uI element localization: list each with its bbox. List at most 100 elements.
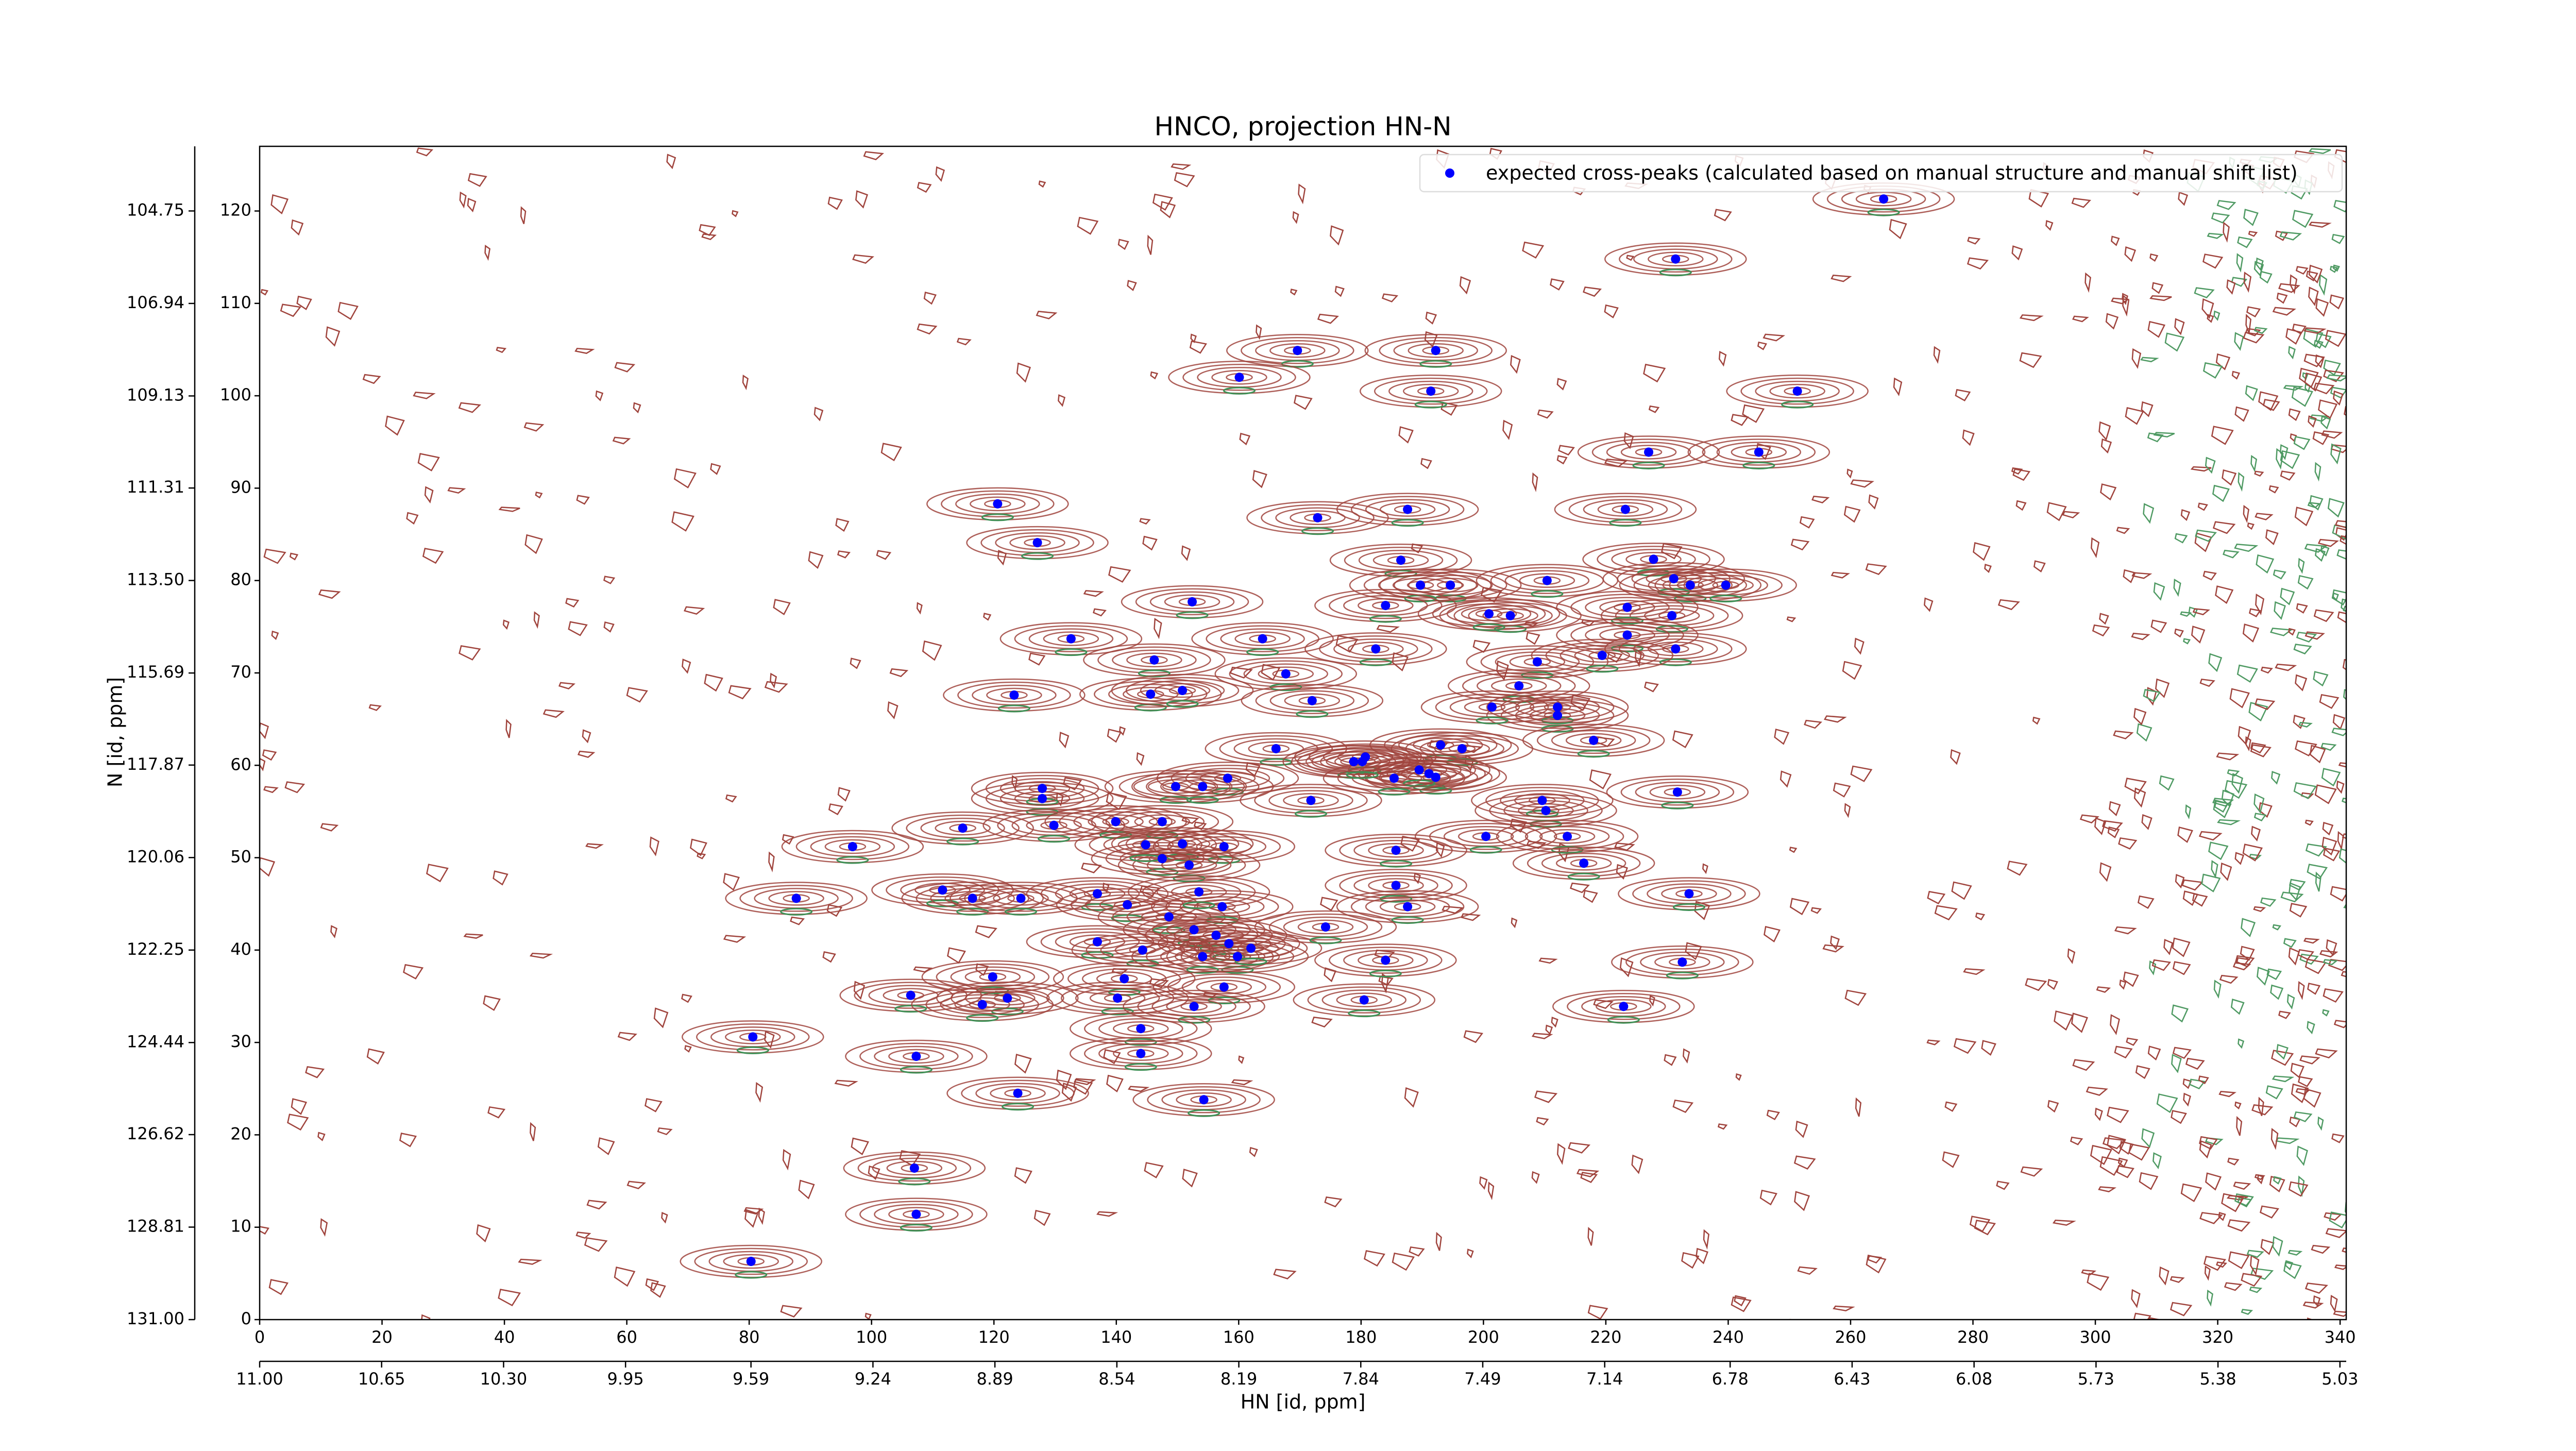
noise-contour (649, 836, 659, 856)
noise-contour (1556, 1143, 1566, 1165)
x-tick-label: 220 (1590, 1327, 1621, 1347)
cross-peak (1123, 900, 1132, 909)
cross-peak (1514, 681, 1524, 691)
noise-contour (1435, 1231, 1442, 1251)
peak-contour (1142, 878, 1256, 906)
noise-contour (2295, 674, 2308, 691)
noise-contour (2183, 1092, 2191, 1107)
noise-contour (2099, 613, 2109, 625)
noise-contour (2290, 433, 2297, 442)
noise-contour (1780, 770, 1792, 788)
noise-contour (2231, 773, 2243, 794)
noise-contour (586, 1200, 607, 1210)
noise-contour (320, 823, 339, 832)
noise-contour (1731, 414, 1749, 426)
cross-peak (1721, 580, 1731, 590)
noise-contour (2047, 1100, 2059, 1113)
peak-contour (1620, 445, 1677, 460)
noise-contour (1735, 1073, 1742, 1081)
x-tick-label: 320 (2202, 1327, 2233, 1347)
cross-peak (1553, 711, 1563, 720)
peak-contour (1867, 208, 1900, 216)
noise-contour (2247, 522, 2255, 530)
peak-contour (1261, 504, 1375, 532)
peak-contour (1301, 527, 1334, 535)
noise-contour (2251, 1104, 2274, 1116)
noise-contour (2235, 955, 2255, 968)
noise-contour (2231, 370, 2241, 380)
noise-contour (2254, 1174, 2265, 1180)
noise-contour (459, 645, 481, 661)
noise-contour (1607, 651, 1623, 663)
noise-contour (2153, 1152, 2162, 1170)
noise-contour (1106, 1074, 1124, 1093)
noise-contour (2245, 736, 2251, 752)
noise-contour (2094, 1107, 2103, 1121)
peak-contour (1368, 842, 1424, 858)
noise-contour (584, 1237, 608, 1252)
noise-contour (1127, 280, 1137, 292)
y-tick-label: 70 (230, 662, 251, 682)
noise-contour (2265, 529, 2279, 546)
x-tick-label: 260 (1835, 1327, 1866, 1347)
noise-contour (975, 925, 997, 938)
noise-contour (2201, 298, 2214, 319)
noise-contour (1854, 637, 1865, 655)
noise-contour (956, 338, 972, 346)
noise-contour (2242, 623, 2260, 643)
noise-contour (1833, 1305, 1855, 1311)
peak-contour (1669, 571, 1783, 599)
noise-contour (2107, 1106, 2129, 1123)
noise-contour (260, 757, 266, 771)
noise-contour (1526, 632, 1540, 645)
noise-contour (2309, 495, 2324, 511)
noise-contour (2170, 1276, 2185, 1283)
cross-peak (1358, 757, 1367, 767)
x-tick-label: 180 (1345, 1327, 1377, 1347)
peak-contour (990, 1086, 1046, 1101)
noise-contour (2256, 554, 2275, 574)
noise-contour (1683, 1048, 1690, 1064)
noise-contour (1672, 1099, 1694, 1113)
peak-contour (1434, 741, 1490, 756)
noise-contour (2201, 873, 2221, 892)
noise-contour (421, 1314, 431, 1320)
noise-contour (2199, 1140, 2212, 1159)
peak-contour (993, 891, 1049, 906)
noise-contour (1381, 293, 1399, 302)
noise-contour (2185, 1057, 2205, 1070)
peak-contour (1126, 652, 1182, 668)
peak-contour (1469, 846, 1502, 854)
peak-contour (1464, 700, 1520, 715)
peak-contour (1649, 784, 1706, 800)
noise-contour (2147, 1045, 2161, 1061)
noise-contour (1249, 1146, 1258, 1157)
noise-contour (2287, 1250, 2303, 1256)
noise-contour (2175, 873, 2185, 889)
peak-contour (1597, 546, 1710, 573)
noise-contour (2304, 819, 2314, 826)
noise-contour (653, 1007, 669, 1028)
cross-peak (1149, 655, 1159, 665)
cross-peak (1111, 817, 1121, 826)
peak-contour (997, 704, 1030, 713)
cross-peak (1381, 601, 1391, 611)
cross-peak (1157, 854, 1167, 864)
noise-contour (2172, 937, 2191, 957)
noise-contour (2322, 1009, 2330, 1017)
noise-contour (2224, 780, 2248, 799)
x2-tick-label: 11.00 (236, 1369, 283, 1389)
noise-contour (289, 552, 299, 561)
noise-contour (2125, 407, 2144, 425)
noise-contour (2303, 353, 2325, 367)
peak-contour (723, 1254, 779, 1269)
peak-contour (1146, 868, 1179, 876)
x-axis-label: HN [id, ppm] (1241, 1391, 1366, 1413)
noise-contour (2212, 798, 2234, 807)
peak-contour (1374, 377, 1488, 405)
noise-contour (2173, 578, 2181, 597)
peak-contour (1380, 859, 1413, 868)
noise-contour (814, 407, 824, 421)
